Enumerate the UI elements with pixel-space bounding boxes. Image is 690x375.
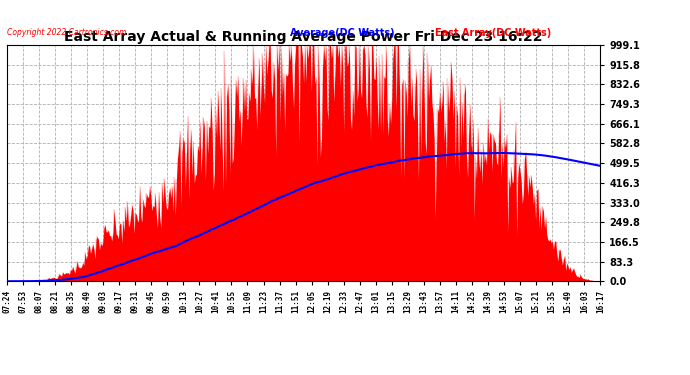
Title: East Array Actual & Running Average Power Fri Dec 23 16:22: East Array Actual & Running Average Powe… [64,30,543,44]
Text: Average(DC Watts): Average(DC Watts) [290,28,395,38]
Text: East Array(DC Watts): East Array(DC Watts) [435,28,551,38]
Text: Copyright 2022 Cartronics.com: Copyright 2022 Cartronics.com [7,28,126,37]
